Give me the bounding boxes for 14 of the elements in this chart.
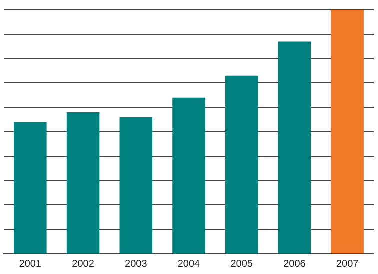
bar: [66, 112, 100, 254]
bar: [278, 42, 312, 254]
x-tick-label: 2001: [19, 258, 42, 270]
x-tick-label: 2007: [336, 258, 360, 270]
bar: [225, 76, 258, 254]
x-tick-label: 2005: [230, 258, 254, 270]
x-tick-label: 2002: [72, 258, 95, 270]
bar: [172, 98, 206, 254]
x-tick-label: 2004: [178, 258, 201, 270]
bar: [331, 10, 364, 254]
x-tick-label: 2006: [284, 258, 306, 270]
x-tick-label: 2003: [125, 258, 148, 270]
bar: [14, 122, 47, 254]
bar: [120, 117, 153, 254]
